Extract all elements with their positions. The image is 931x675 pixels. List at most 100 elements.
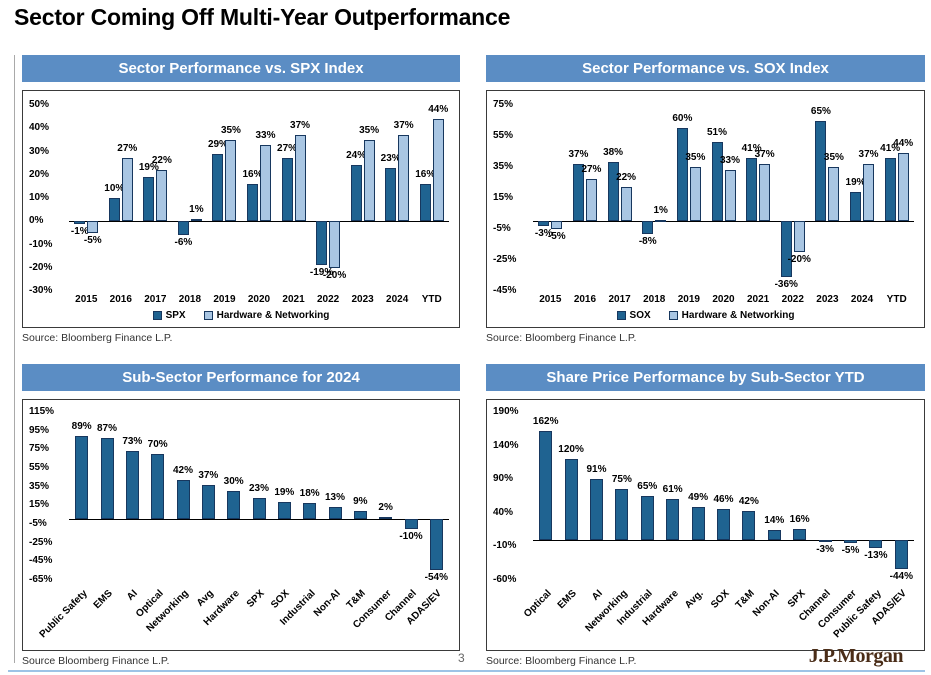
- bar-value-label: 70%: [147, 439, 168, 450]
- quadrant-subsector-2024: Sub-Sector Performance for 2024 115% 95% 7…: [22, 364, 460, 667]
- bar-Sub-Sector-Performance-for-2024-Industrial: [303, 502, 317, 520]
- bar-value-label: 41%: [880, 142, 901, 154]
- bar-value-label: 35%: [685, 152, 706, 163]
- legend-item: SPX: [152, 310, 186, 321]
- bar-value-label: -5%: [83, 234, 102, 246]
- bar-Hardware & Networking-2020: [260, 144, 271, 222]
- bar-value-label: 23%: [248, 482, 269, 494]
- bar-value-label: -44%: [889, 571, 913, 583]
- bar-value-label: -1%: [70, 225, 89, 237]
- bar-Hardware & Networking-2018: [190, 218, 202, 222]
- x-axis-label: 2018: [178, 294, 202, 305]
- bar-value-label: 65%: [637, 481, 658, 492]
- bar-value-label: 44%: [428, 103, 449, 115]
- x-axis-label: 2018: [643, 294, 666, 305]
- bar-value-label: 37%: [568, 148, 589, 160]
- bar-value-label: 27%: [277, 143, 298, 155]
- bar-value-label: 9%: [353, 495, 368, 507]
- bar-Hardware & Networking-2024: [398, 135, 410, 222]
- bar-value-label: 13%: [324, 492, 345, 504]
- bar-Share-Price-Performance-by-Sub-Sector-YTD-SOX: [717, 508, 730, 540]
- bar-value-label: 23%: [380, 152, 401, 164]
- x-axis-line: [69, 519, 449, 521]
- legend-item: Hardware & Networking: [203, 310, 329, 321]
- bar-Sub-Sector-Performance-for-2024-Avg: [201, 484, 215, 520]
- bar-value-label: 29%: [207, 138, 228, 150]
- bar-value-label: -20%: [322, 269, 347, 281]
- bar-Sub-Sector-Performance-for-2024-Optical: [151, 454, 165, 520]
- y-axis-tick: -20%: [29, 261, 53, 273]
- bar-Hardware & Networking-YTD: [897, 153, 909, 222]
- bar-SOX-2020: [711, 142, 723, 222]
- bar-Share-Price-Performance-by-Sub-Sector-YTD-Hardware: [666, 498, 680, 540]
- bar-Hardware & Networking-2015: [87, 221, 99, 233]
- bar-Sub-Sector-Performance-for-2024-Networking: [176, 480, 190, 520]
- bar-value-label: -8%: [638, 235, 657, 247]
- y-axis-tick: 55%: [493, 130, 514, 141]
- bar-value-label: 33%: [719, 155, 740, 167]
- x-axis-label: 2020: [247, 294, 271, 305]
- bar-Hardware & Networking-2021: [294, 135, 306, 222]
- bar-Share-Price-Performance-by-Sub-Sector-YTD-SPX: [793, 528, 807, 540]
- x-axis-label: YTD: [886, 294, 907, 305]
- quadrant-subsector-ytd: Share Price Performance by Sub-Sector YT…: [486, 364, 925, 667]
- bar-SPX-2024: [385, 167, 397, 222]
- bar-Share-Price-Performance-by-Sub-Sector-YTD-Avg.: [691, 506, 705, 540]
- bar-value-label: 38%: [603, 147, 624, 159]
- bar-Hardware & Networking-2022: [793, 221, 805, 253]
- bar-SOX-2021: [746, 157, 758, 222]
- bar-SOX-2019: [676, 128, 688, 222]
- bar-value-label: 61%: [662, 483, 683, 495]
- y-axis-tick: 10%: [29, 192, 50, 203]
- bar-value-label: 27%: [581, 164, 602, 176]
- bar-value-label: 162%: [532, 415, 559, 427]
- bar-Sub-Sector-Performance-for-2024-Channel: [404, 519, 418, 529]
- y-axis-tick: -25%: [29, 536, 53, 548]
- left-border-line: [14, 55, 15, 663]
- y-axis-tick: -60%: [493, 574, 517, 585]
- x-axis-label: 2016: [109, 294, 132, 305]
- y-axis-tick: 40%: [29, 122, 50, 134]
- bar-value-label: 46%: [713, 493, 734, 505]
- bar-SPX-YTD: [419, 184, 431, 222]
- bar-SOX-2015: [538, 221, 550, 226]
- y-axis-tick: 50%: [29, 99, 50, 110]
- y-axis-tick: 190%: [493, 406, 519, 417]
- x-axis-label: 2015: [75, 294, 98, 305]
- bar-value-label: 14%: [764, 515, 785, 527]
- x-axis-label: 2020: [712, 294, 735, 305]
- bar-value-label: 1%: [189, 203, 204, 215]
- y-axis-tick: 115%: [29, 406, 55, 417]
- y-axis-tick: 15%: [29, 499, 50, 511]
- bar-SPX-2016: [108, 198, 120, 222]
- y-axis-tick: 140%: [493, 439, 519, 451]
- jpmorgan-logo: J.P.Morgan: [808, 645, 904, 667]
- bar-value-label: -13%: [864, 550, 888, 562]
- bar-Hardware & Networking-2016: [585, 179, 597, 222]
- x-axis-label: 2019: [677, 294, 700, 305]
- y-axis-tick: -30%: [29, 285, 53, 296]
- x-axis-label: 2021: [747, 294, 770, 305]
- y-axis-tick: 35%: [493, 161, 514, 172]
- y-axis-tick: -45%: [29, 555, 53, 567]
- bar-Share-Price-Performance-by-Sub-Sector-YTD-Industrial: [640, 496, 654, 540]
- bar-SPX-2019: [212, 153, 224, 222]
- bar-SOX-2023: [815, 120, 827, 222]
- bar-Hardware & Networking-2017: [156, 170, 168, 222]
- bar-value-label: -36%: [774, 279, 798, 291]
- bar-Share-Price-Performance-by-Sub-Sector-YTD-Consumer: [844, 539, 857, 544]
- bar-value-label: 35%: [359, 124, 380, 136]
- bar-SPX-2015: [74, 221, 86, 224]
- y-axis-tick: -25%: [493, 254, 517, 265]
- bar-Share-Price-Performance-by-Sub-Sector-YTD-Channel: [818, 539, 832, 542]
- bar-value-label: 22%: [616, 172, 637, 184]
- bar-Hardware & Networking-2023: [828, 167, 840, 222]
- bar-Share-Price-Performance-by-Sub-Sector-YTD-EMS: [564, 459, 578, 540]
- bar-SOX-2024: [850, 191, 862, 222]
- bar-Hardware & Networking-2019: [225, 139, 237, 222]
- y-axis-tick: 75%: [29, 443, 50, 455]
- y-axis-tick: -10%: [29, 238, 53, 250]
- x-axis-label: 2021: [282, 294, 305, 305]
- x-axis-label: 2024: [386, 294, 409, 305]
